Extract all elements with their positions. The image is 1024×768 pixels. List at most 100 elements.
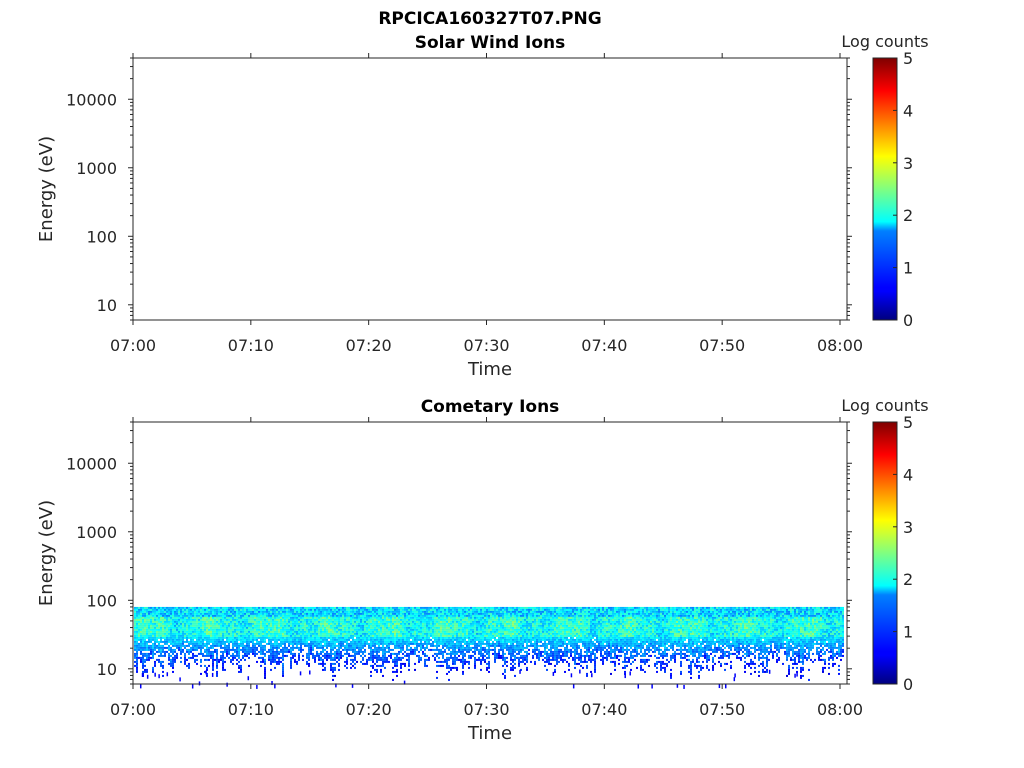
heatmap-cell bbox=[256, 660, 258, 663]
heatmap-cell bbox=[232, 640, 234, 643]
heatmap-cell bbox=[222, 640, 224, 643]
heatmap-cell bbox=[290, 628, 292, 631]
heatmap-cell bbox=[324, 612, 326, 615]
heatmap-cell bbox=[302, 614, 304, 617]
heatmap-cell bbox=[506, 608, 508, 611]
heatmap-cell bbox=[134, 606, 136, 609]
heatmap-cell bbox=[268, 656, 270, 659]
heatmap-cell bbox=[466, 630, 468, 633]
heatmap-cell bbox=[328, 610, 330, 613]
heatmap-cell bbox=[206, 672, 208, 675]
heatmap-cell bbox=[278, 630, 280, 633]
heatmap-cell bbox=[194, 660, 196, 663]
heatmap-cell bbox=[270, 668, 272, 671]
heatmap-cell bbox=[428, 656, 430, 659]
heatmap-cell bbox=[334, 620, 336, 623]
heatmap-cell bbox=[238, 638, 240, 641]
heatmap-cell bbox=[318, 626, 320, 629]
heatmap-cell bbox=[512, 634, 514, 637]
heatmap-cell bbox=[328, 620, 330, 623]
heatmap-cell bbox=[266, 622, 268, 625]
heatmap-cell bbox=[242, 622, 244, 625]
heatmap-cell bbox=[286, 630, 288, 633]
heatmap-cell bbox=[288, 648, 290, 651]
heatmap-cell bbox=[210, 616, 212, 619]
heatmap-cell bbox=[316, 640, 318, 643]
heatmap-cell bbox=[512, 642, 514, 645]
heatmap-cell bbox=[394, 620, 396, 623]
heatmap-cell bbox=[434, 640, 436, 643]
heatmap-cell bbox=[134, 608, 136, 611]
heatmap-cell bbox=[240, 608, 242, 611]
heatmap-cell bbox=[208, 614, 210, 617]
heatmap-cell bbox=[468, 644, 470, 647]
heatmap-cell bbox=[356, 636, 358, 639]
heatmap-cell bbox=[448, 666, 450, 669]
heatmap-cell bbox=[268, 606, 270, 609]
heatmap-cell bbox=[422, 622, 424, 625]
heatmap-cell bbox=[318, 612, 320, 615]
heatmap-cell bbox=[380, 656, 382, 659]
heatmap-cell bbox=[336, 618, 338, 621]
heatmap-cell bbox=[512, 666, 514, 669]
heatmap-cell bbox=[460, 650, 462, 653]
heatmap-cell bbox=[354, 642, 356, 645]
heatmap-cell bbox=[250, 616, 252, 619]
heatmap-cell bbox=[232, 614, 234, 617]
heatmap-cell bbox=[200, 650, 202, 653]
heatmap-cell bbox=[136, 658, 138, 661]
heatmap-cell bbox=[296, 608, 298, 611]
heatmap-cell bbox=[168, 638, 170, 641]
heatmap-cell bbox=[400, 650, 402, 653]
heatmap-cell bbox=[192, 640, 194, 643]
heatmap-cell bbox=[346, 606, 348, 609]
x-axis-label: Time bbox=[467, 359, 512, 380]
heatmap-cell bbox=[332, 616, 334, 619]
heatmap-cell bbox=[342, 648, 344, 651]
heatmap-cell bbox=[378, 622, 380, 625]
heatmap-cell bbox=[196, 654, 198, 657]
heatmap-cell bbox=[492, 630, 494, 633]
heatmap-cell bbox=[446, 620, 448, 623]
heatmap-cell bbox=[370, 610, 372, 613]
heatmap-cell bbox=[174, 644, 176, 647]
heatmap-cell bbox=[494, 606, 496, 609]
heatmap-cell bbox=[338, 618, 340, 621]
heatmap-cell bbox=[382, 624, 384, 627]
heatmap-cell bbox=[394, 662, 396, 665]
heatmap-cell bbox=[194, 644, 196, 647]
heatmap-cell bbox=[222, 636, 224, 639]
heatmap-cell bbox=[350, 620, 352, 623]
heatmap-cell bbox=[142, 660, 144, 663]
heatmap-cell bbox=[354, 650, 356, 653]
heatmap-cell bbox=[172, 640, 174, 643]
heatmap-cell bbox=[212, 628, 214, 631]
heatmap-cell bbox=[478, 606, 480, 609]
heatmap-cell bbox=[440, 618, 442, 621]
heatmap-cell bbox=[434, 622, 436, 625]
heatmap-cell bbox=[302, 630, 304, 633]
heatmap-cell bbox=[160, 628, 162, 631]
heatmap-cell bbox=[224, 668, 226, 671]
heatmap-cell bbox=[240, 664, 242, 667]
heatmap-cell bbox=[494, 658, 496, 661]
heatmap-cell bbox=[192, 652, 194, 655]
heatmap-cell bbox=[438, 636, 440, 639]
heatmap-cell bbox=[408, 628, 410, 631]
heatmap-cell bbox=[334, 652, 336, 655]
heatmap-cell bbox=[470, 618, 472, 621]
heatmap-cell bbox=[394, 608, 396, 611]
heatmap-cell bbox=[492, 636, 494, 639]
heatmap-cell bbox=[172, 666, 174, 669]
heatmap-cell bbox=[372, 640, 374, 643]
heatmap-cell bbox=[330, 620, 332, 623]
heatmap-cell bbox=[328, 618, 330, 621]
heatmap-cell bbox=[170, 624, 172, 627]
heatmap-cell bbox=[382, 628, 384, 631]
heatmap-cell bbox=[248, 642, 250, 645]
heatmap-cell bbox=[484, 630, 486, 633]
heatmap-cell bbox=[288, 618, 290, 621]
heatmap-cell bbox=[384, 608, 386, 611]
heatmap-cell bbox=[166, 646, 168, 649]
heatmap-cell bbox=[400, 636, 402, 639]
